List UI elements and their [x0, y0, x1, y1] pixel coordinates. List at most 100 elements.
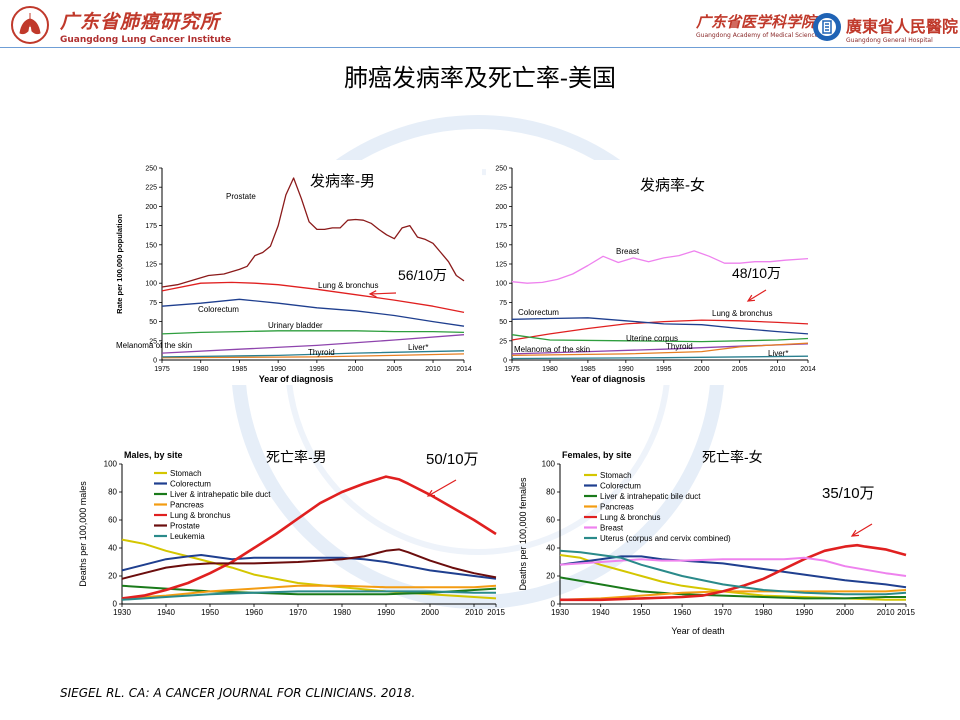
annotation-arrow	[747, 289, 767, 302]
org-left-name: 广东省肺癌研究所	[60, 11, 221, 33]
x-tick-label: 2010	[465, 608, 483, 617]
series-label: Breast	[616, 247, 640, 256]
header-divider	[0, 47, 960, 48]
x-tick-label: 2015	[487, 608, 505, 617]
x-tick-label: 2015	[897, 608, 915, 617]
y-tick-label: 0	[551, 600, 556, 609]
series-line	[511, 355, 809, 360]
x-tick-label: 2000	[836, 608, 854, 617]
y-tick-label: 0	[503, 358, 507, 365]
series-line	[559, 576, 906, 600]
x-tick-label: 2000	[694, 366, 710, 373]
series-label: Colorectum	[198, 305, 239, 314]
y-tick-label: 125	[495, 262, 507, 269]
y-tick-label: 250	[145, 166, 157, 173]
chart-mortality-male-svg: 0 20 40 60 80 100 1930 1940 1950 1960 1970 1980 1990…	[78, 449, 505, 617]
x-tick-label: 1950	[633, 608, 651, 617]
org-right-name: 廣東省人民醫院	[846, 17, 959, 36]
chart-title: 发病率-男	[310, 173, 375, 190]
y-tick-label: 225	[495, 185, 507, 192]
x-tick-label: 1970	[714, 608, 732, 617]
x-tick-label: 1940	[592, 608, 610, 617]
series-label: Uterine corpus	[626, 334, 678, 343]
x-tick-label: 1990	[795, 608, 813, 617]
x-tick-label: 1930	[551, 608, 569, 617]
series-label: Melanoma of the skin	[514, 345, 590, 354]
series-line	[121, 590, 496, 601]
x-tick-label: 2005	[387, 366, 403, 373]
y-tick-label: 175	[495, 223, 507, 230]
series-line	[161, 353, 465, 359]
series-line	[559, 556, 907, 577]
x-tick-label: 1930	[113, 608, 131, 617]
chart-mortality-female-svg: 0 20 40 60 80 100 1930 1940 1950 1960 1970 1980 1990…	[518, 449, 915, 636]
x-axis-label: Year of diagnosis	[571, 374, 646, 384]
y-tick-label: 125	[145, 262, 157, 269]
x-tick-label: 1995	[656, 366, 672, 373]
annotation-arrow	[851, 523, 873, 537]
x-tick-label: 2005	[732, 366, 748, 373]
y-tick-label: 60	[546, 516, 555, 525]
x-tick-label: 1990	[618, 366, 634, 373]
rate-annotation: 35/10万	[822, 485, 875, 502]
legend-entry: Breast	[600, 524, 624, 533]
legend-entry: Leukemia	[170, 532, 205, 541]
series-label: Liver*	[768, 349, 788, 358]
series-line	[161, 334, 465, 354]
rate-annotation: 56/10万	[398, 267, 447, 283]
chart-background	[486, 160, 826, 385]
series-line	[511, 334, 809, 343]
x-tick-label: 1990	[270, 366, 286, 373]
org-right: 廣東省人民醫院 Guangdong General Hospital	[846, 13, 958, 44]
y-tick-label: 250	[495, 166, 507, 173]
x-tick-label: 1985	[580, 366, 596, 373]
x-tick-label: 1980	[755, 608, 773, 617]
chart-subtitle: Females, by site	[562, 450, 632, 460]
x-axis-label: Year of death	[671, 626, 724, 636]
series-line	[161, 350, 465, 358]
y-tick-label: 25	[149, 338, 157, 345]
y-tick-label: 75	[149, 300, 157, 307]
series-line	[511, 250, 809, 284]
org-left: 广东省肺癌研究所 Guangdong Lung Cancer Institute	[60, 7, 231, 45]
x-tick-label: 2000	[421, 608, 439, 617]
legend-entry: Colorectum	[600, 482, 641, 491]
legend-entry: Lung & bronchus	[600, 513, 661, 522]
y-tick-label: 175	[145, 223, 157, 230]
hospital-logo-icon	[813, 13, 841, 41]
chart-subtitle: Males, by site	[124, 450, 183, 460]
series-line	[121, 584, 497, 600]
chart-title: 发病率-女	[640, 176, 705, 194]
x-tick-label: 1975	[504, 366, 520, 373]
legend-entry: Uterus (corpus and cervix combined)	[600, 534, 731, 543]
y-tick-label: 80	[108, 488, 117, 497]
y-tick-label: 100	[104, 460, 118, 469]
y-axis-label: Deaths per 100,000 males	[78, 481, 88, 587]
x-tick-label: 1960	[673, 608, 691, 617]
x-tick-label: 2010	[877, 608, 895, 617]
header: 广东省肺癌研究所 Guangdong Lung Cancer Institute…	[0, 0, 960, 52]
y-tick-label: 200	[145, 204, 157, 211]
series-label: Prostate	[226, 192, 256, 201]
chart-mortality-female: 0 20 40 60 80 100 1930 1940 1950 1960 1970 1980 1990…	[516, 442, 916, 642]
series-line	[559, 589, 907, 601]
annotation-arrow	[369, 292, 397, 295]
series-line	[559, 549, 907, 596]
chart-mortality-male: 0 20 40 60 80 100 1930 1940 1950 1960 1970 1980 1990…	[76, 442, 506, 642]
y-tick-label: 150	[145, 242, 157, 249]
series-line	[511, 317, 809, 335]
legend-entry: Lung & bronchus	[170, 511, 231, 520]
y-tick-label: 100	[542, 460, 556, 469]
x-tick-label: 1995	[309, 366, 325, 373]
annotation-arrowhead	[850, 529, 860, 537]
x-tick-label: 2014	[800, 366, 816, 373]
series-line	[511, 319, 809, 341]
chart-background	[112, 160, 482, 385]
series-label: Liver*	[408, 343, 428, 352]
org-right-english: Guangdong General Hospital	[846, 37, 933, 44]
org-left-english: Guangdong Lung Cancer Institute	[60, 35, 232, 45]
annotation-arrow	[427, 479, 457, 497]
y-tick-label: 80	[546, 488, 555, 497]
y-tick-label: 200	[495, 204, 507, 211]
y-tick-label: 40	[108, 544, 117, 553]
